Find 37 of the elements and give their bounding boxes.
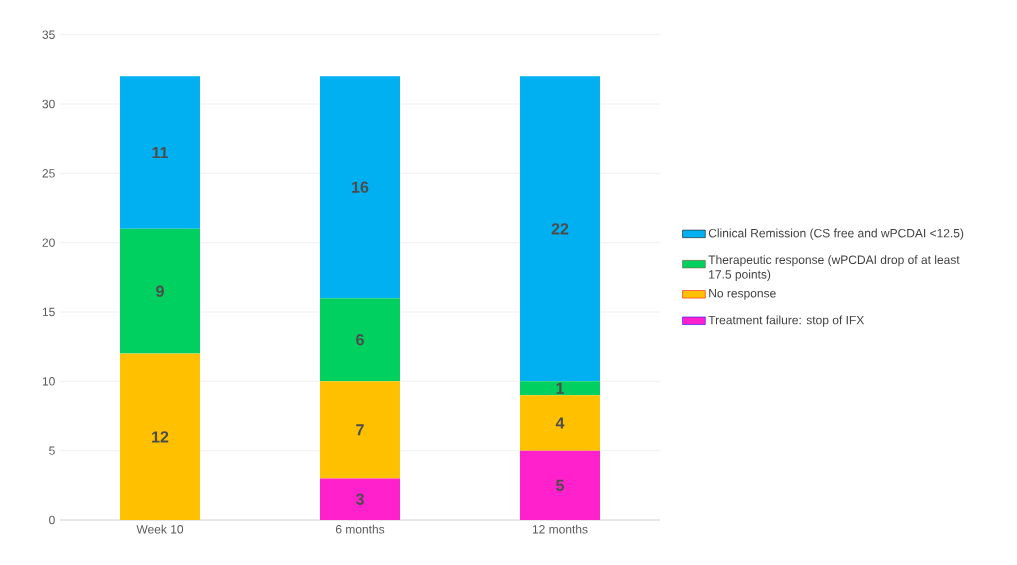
y-tick-label: 5 — [49, 446, 55, 455]
bar — [520, 76, 601, 382]
bar — [320, 76, 401, 299]
bar — [320, 478, 401, 520]
data-label: 5 — [556, 479, 565, 491]
y-tick-label: 20 — [42, 238, 55, 247]
bar — [520, 395, 601, 451]
legend-label: Therapeutic response (wPCDAI drop of at least 17.5 points) — [708, 255, 960, 282]
bar — [520, 381, 601, 396]
y-tick-label: 35 — [42, 30, 55, 39]
legend-label: Treatment failure: stop of IFX — [708, 315, 865, 327]
legend-label: No response — [709, 289, 776, 300]
bar — [120, 228, 200, 354]
data-label: 6 — [356, 334, 364, 346]
data-label: 9 — [156, 285, 164, 297]
x-tick-label: 6 months — [335, 524, 385, 534]
data-label: 16 — [352, 181, 369, 193]
legend-label: Clinical Remission (CS free and wPCDAI <12.5) — [708, 228, 964, 240]
bar — [320, 298, 401, 382]
y-tick-label: 15 — [42, 307, 55, 317]
y-tick-label: 30 — [42, 99, 55, 109]
data-label: 11 — [152, 147, 169, 159]
x-tick-label: Week 10 — [136, 524, 184, 534]
y-tick-label: 25 — [42, 169, 55, 178]
bar — [520, 450, 601, 520]
x-tick-label: 12 months — [532, 524, 588, 534]
bar — [320, 381, 401, 479]
data-label: 7 — [356, 424, 364, 436]
data-label: 1 — [556, 382, 565, 394]
data-label: 12 — [152, 431, 169, 443]
data-label: 3 — [355, 493, 364, 505]
data-label: 4 — [555, 417, 565, 429]
bar — [120, 76, 200, 229]
y-tick-label: 10 — [42, 377, 55, 386]
data-label: 22 — [551, 223, 569, 235]
y-tick-label: 0 — [49, 515, 55, 525]
bar — [120, 353, 200, 520]
